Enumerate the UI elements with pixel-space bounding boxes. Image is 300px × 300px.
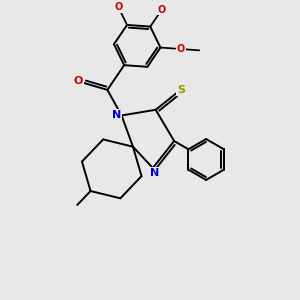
Text: N: N: [150, 168, 159, 178]
Text: O: O: [114, 2, 122, 11]
Text: N: N: [112, 110, 122, 120]
Text: O: O: [74, 76, 83, 86]
Text: O: O: [158, 5, 166, 15]
Text: S: S: [177, 85, 185, 95]
Text: O: O: [177, 44, 185, 54]
